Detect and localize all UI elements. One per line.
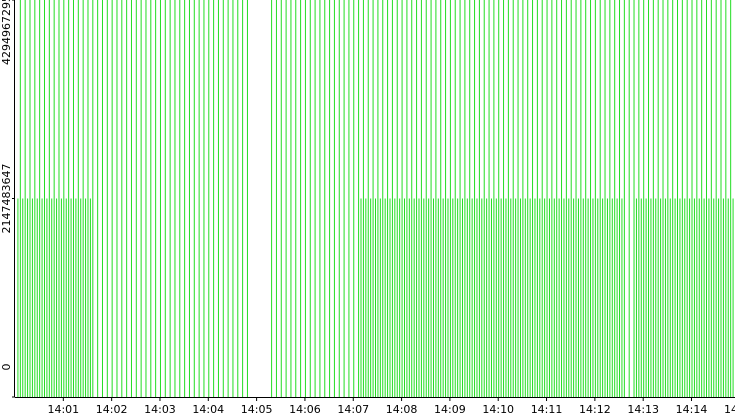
y-tick-label: 2147483647 (0, 164, 13, 234)
x-tick-label: 14:07 (337, 403, 369, 415)
x-tick-label: 14:04 (192, 403, 224, 415)
x-tick-label: 14:01 (47, 403, 79, 415)
x-tick-label: 14:02 (96, 403, 128, 415)
x-tick-label: 14:15 (724, 403, 735, 415)
x-tick-label: 14:05 (241, 403, 273, 415)
x-tick-label: 14:13 (627, 403, 659, 415)
x-tick-label: 14:06 (289, 403, 321, 415)
x-tick-label: 14:08 (386, 403, 418, 415)
x-tick-label: 14:12 (579, 403, 611, 415)
y-tick-label: 0 (0, 364, 13, 371)
x-tick-label: 14:10 (482, 403, 514, 415)
y-tick-label: 4294967295 (0, 0, 13, 65)
plot-area (17, 0, 734, 397)
x-tick-label: 14:09 (434, 403, 466, 415)
x-tick-label: 14:14 (676, 403, 708, 415)
x-tick-label: 14:03 (144, 403, 176, 415)
x-tick-label: 14:11 (531, 403, 563, 415)
